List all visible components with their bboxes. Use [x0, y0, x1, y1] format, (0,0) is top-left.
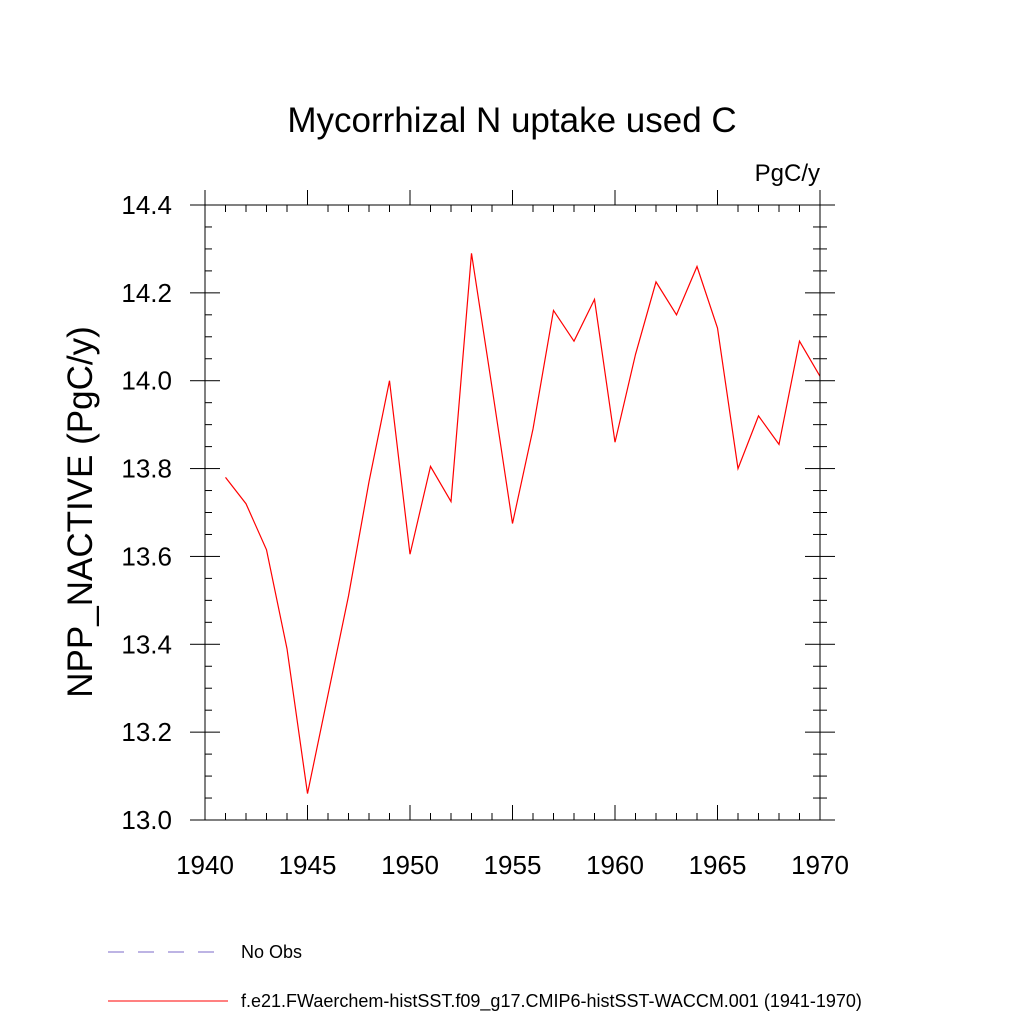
y-tick-label-4: 13.8 [121, 454, 172, 484]
y-axis-label: NPP_NACTIVE (PgC/y) [61, 326, 100, 697]
plot-frame [204, 204, 821, 821]
x-tick-label-1: 1945 [279, 850, 337, 880]
x-tick-label-3: 1955 [484, 850, 542, 880]
x-tick-label-5: 1965 [689, 850, 747, 880]
x-tick-label-6: 1970 [791, 850, 849, 880]
x-tick-label-0: 1940 [176, 850, 234, 880]
y-tick-label-6: 14.2 [121, 278, 172, 308]
legend: No Obs f.e21.FWaerchem-histSST.f09_g17.CM… [108, 942, 862, 1012]
y-tick-label-7: 14.4 [121, 190, 172, 220]
legend-label-0: No Obs [241, 942, 302, 962]
y-tick-labels: 13.0 13.2 13.4 13.6 13.8 14.0 14.2 14.4 [121, 190, 172, 835]
x-tick-labels: 1940 1945 1950 1955 1960 1965 1970 [176, 850, 849, 880]
y-tick-label-1: 13.2 [121, 717, 172, 747]
x-tick-label-4: 1960 [586, 850, 644, 880]
series-layer [225, 253, 821, 794]
axis-ticks [190, 190, 835, 821]
x-tick-label-2: 1950 [381, 850, 439, 880]
units-label: PgC/y [755, 160, 820, 187]
y-tick-label-3: 13.6 [121, 541, 172, 571]
legend-label-1: f.e21.FWaerchem-histSST.f09_g17.CMIP6-hi… [241, 991, 862, 1012]
chart-title: Mycorrhizal N uptake used C [287, 101, 736, 140]
y-tick-label-2: 13.4 [121, 629, 172, 659]
y-tick-label-5: 14.0 [121, 366, 172, 396]
y-tick-label-0: 13.0 [121, 805, 172, 835]
series-line-0 [225, 253, 821, 794]
